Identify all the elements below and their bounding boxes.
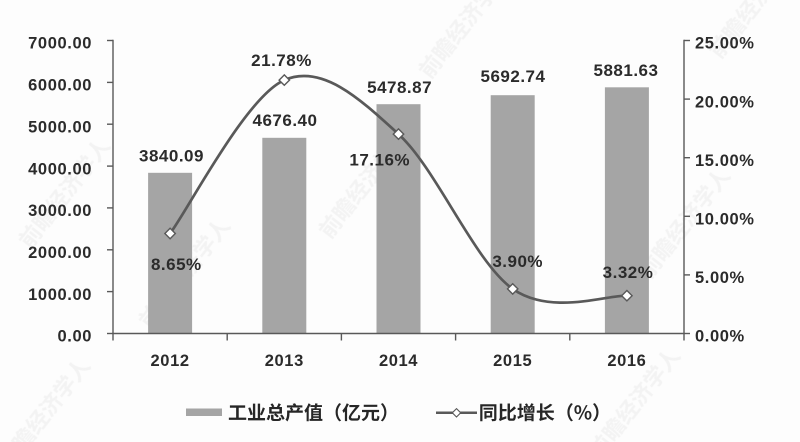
svg-text:5000.00: 5000.00 <box>28 118 92 136</box>
svg-text:2013: 2013 <box>265 352 304 370</box>
svg-text:2014: 2014 <box>379 352 418 370</box>
svg-text:10.00%: 10.00% <box>695 211 755 229</box>
svg-text:5478.87: 5478.87 <box>367 78 432 97</box>
svg-text:3000.00: 3000.00 <box>28 202 92 220</box>
svg-text:5.00%: 5.00% <box>695 269 745 287</box>
svg-text:3840.09: 3840.09 <box>139 147 204 166</box>
svg-text:21.78%: 21.78% <box>251 51 312 70</box>
svg-text:6000.00: 6000.00 <box>28 77 92 95</box>
svg-text:2012: 2012 <box>151 352 190 370</box>
svg-text:5692.74: 5692.74 <box>481 67 546 86</box>
svg-text:0.00%: 0.00% <box>695 328 745 346</box>
svg-text:3.32%: 3.32% <box>603 263 654 282</box>
svg-text:17.16%: 17.16% <box>349 150 410 169</box>
svg-text:15.00%: 15.00% <box>695 152 755 170</box>
svg-text:2015: 2015 <box>493 352 532 370</box>
svg-text:25.00%: 25.00% <box>695 35 755 53</box>
svg-text:7000.00: 7000.00 <box>28 35 92 53</box>
svg-text:2016: 2016 <box>607 352 646 370</box>
svg-text:1000.00: 1000.00 <box>28 286 92 304</box>
svg-text:0.00: 0.00 <box>57 328 92 346</box>
svg-text:5881.63: 5881.63 <box>594 61 659 80</box>
svg-text:4676.40: 4676.40 <box>253 111 318 130</box>
svg-text:8.65%: 8.65% <box>151 255 202 274</box>
svg-text:20.00%: 20.00% <box>695 93 755 111</box>
svg-text:4000.00: 4000.00 <box>28 160 92 178</box>
svg-text:2000.00: 2000.00 <box>28 244 92 262</box>
svg-text:3.90%: 3.90% <box>492 252 543 271</box>
